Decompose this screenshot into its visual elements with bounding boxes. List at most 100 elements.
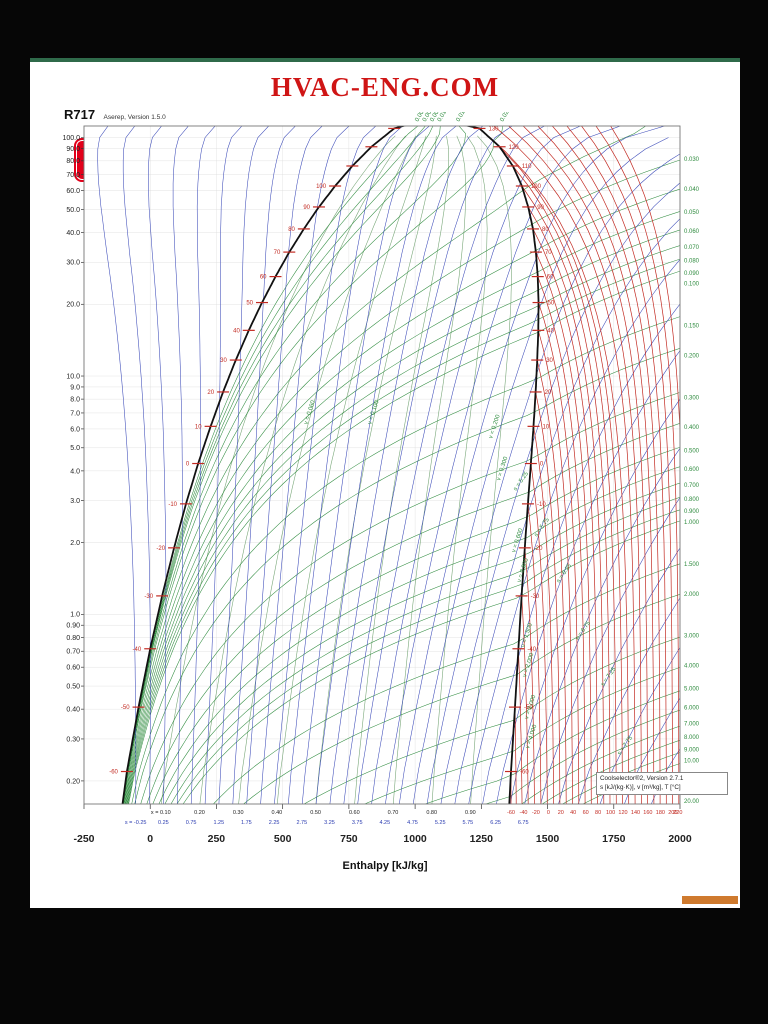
svg-text:80: 80	[542, 227, 549, 233]
svg-text:90: 90	[537, 205, 544, 211]
svg-text:2.000: 2.000	[684, 592, 700, 598]
svg-text:2.25: 2.25	[269, 820, 280, 826]
svg-text:0.070: 0.070	[684, 245, 700, 251]
svg-text:9.000: 9.000	[684, 747, 700, 753]
svg-text:0.60: 0.60	[66, 665, 80, 672]
svg-text:70.0: 70.0	[66, 172, 80, 179]
svg-text:0.75: 0.75	[186, 820, 197, 826]
svg-text:10: 10	[195, 424, 202, 430]
svg-text:0: 0	[547, 810, 550, 816]
svg-text:x = 0.10: x = 0.10	[151, 810, 171, 816]
svg-text:2.0: 2.0	[70, 540, 80, 547]
svg-text:0.20: 0.20	[66, 778, 80, 785]
svg-text:1750: 1750	[602, 833, 626, 845]
saturation-dome	[121, 126, 540, 804]
svg-text:0.70: 0.70	[388, 810, 399, 816]
svg-text:0.80: 0.80	[426, 810, 437, 816]
svg-text:250: 250	[208, 833, 226, 845]
svg-text:0.90: 0.90	[66, 623, 80, 630]
svg-text:0.80: 0.80	[66, 635, 80, 642]
svg-text:30: 30	[546, 358, 553, 364]
svg-text:30.0: 30.0	[66, 260, 80, 267]
svg-text:100: 100	[606, 810, 615, 816]
svg-text:0.050: 0.050	[684, 210, 700, 216]
ph-diagram: -60-50-40-30-20-100102030405060708090100…	[62, 106, 700, 845]
svg-text:40: 40	[570, 810, 576, 816]
svg-text:500: 500	[274, 833, 292, 845]
svg-text:0.030: 0.030	[684, 157, 700, 163]
svg-text:6.75: 6.75	[518, 820, 529, 826]
svg-text:20: 20	[545, 390, 552, 396]
svg-text:5.000: 5.000	[684, 687, 700, 693]
legend-line-2: s [kJ/(kg·K)], v [m³/kg], T [°C]	[600, 783, 681, 791]
svg-text:5.25: 5.25	[435, 820, 446, 826]
svg-text:50.0: 50.0	[66, 207, 80, 214]
page-corner-mark	[682, 896, 738, 904]
svg-text:6.0: 6.0	[70, 426, 80, 433]
isochores	[122, 126, 680, 804]
svg-text:2.75: 2.75	[296, 820, 307, 826]
svg-text:180: 180	[656, 810, 665, 816]
svg-text:140: 140	[631, 810, 640, 816]
svg-text:10.0: 10.0	[66, 373, 80, 380]
svg-text:0.020: 0.020	[499, 112, 512, 123]
svg-text:80: 80	[595, 810, 601, 816]
svg-text:60: 60	[547, 275, 554, 281]
svg-text:100: 100	[531, 184, 542, 190]
svg-text:-40: -40	[520, 810, 528, 816]
svg-text:8.000: 8.000	[684, 735, 700, 741]
svg-text:130: 130	[489, 126, 500, 132]
svg-text:7.0: 7.0	[70, 410, 80, 417]
svg-text:-10: -10	[537, 502, 546, 508]
chart-header: R717 Aserep, Version 1.5.0	[64, 106, 166, 124]
svg-text:70: 70	[274, 250, 281, 256]
svg-text:-40: -40	[133, 647, 142, 653]
svg-text:0.25: 0.25	[158, 820, 169, 826]
svg-text:1.25: 1.25	[213, 820, 224, 826]
svg-text:0.600: 0.600	[684, 467, 700, 473]
svg-text:-60: -60	[520, 770, 529, 776]
svg-text:0.50: 0.50	[66, 684, 80, 691]
svg-text:20: 20	[207, 390, 214, 396]
plot-border	[83, 125, 681, 805]
svg-text:10.00: 10.00	[684, 758, 700, 764]
svg-text:-40: -40	[527, 647, 536, 653]
svg-text:0.60: 0.60	[349, 810, 360, 816]
svg-text:60.0: 60.0	[66, 188, 80, 195]
svg-text:-250: -250	[73, 833, 94, 845]
svg-text:1500: 1500	[536, 833, 560, 845]
svg-text:750: 750	[340, 833, 358, 845]
svg-text:8.0: 8.0	[70, 397, 80, 404]
svg-text:50: 50	[548, 301, 555, 307]
svg-text:0.50: 0.50	[310, 810, 321, 816]
isotherms	[479, 126, 680, 804]
svg-text:-30: -30	[144, 594, 153, 600]
svg-text:40: 40	[547, 328, 554, 334]
svg-text:3.25: 3.25	[324, 820, 335, 826]
svg-text:0.300: 0.300	[684, 395, 700, 401]
svg-text:s = -0.25: s = -0.25	[125, 820, 147, 826]
dome-temp-labels: -60-50-40-30-20-100102030405060708090100…	[109, 126, 555, 775]
svg-text:1.75: 1.75	[241, 820, 252, 826]
svg-text:-20: -20	[156, 546, 165, 552]
svg-text:-10: -10	[168, 502, 177, 508]
svg-text:0.20: 0.20	[194, 810, 205, 816]
svg-text:100.0: 100.0	[62, 135, 80, 142]
svg-text:6.000: 6.000	[684, 706, 700, 712]
svg-text:0.060: 0.060	[684, 229, 700, 235]
svg-text:110: 110	[522, 164, 532, 170]
svg-text:0.700: 0.700	[684, 483, 700, 489]
svg-text:0.40: 0.40	[272, 810, 283, 816]
svg-text:3.75: 3.75	[352, 820, 363, 826]
svg-text:90: 90	[303, 205, 310, 211]
svg-text:120: 120	[509, 145, 520, 151]
svg-text:80.0: 80.0	[66, 158, 80, 165]
svg-text:4.0: 4.0	[70, 468, 80, 475]
dome-temp-ticks	[120, 127, 545, 773]
svg-text:1.000: 1.000	[684, 520, 700, 526]
svg-text:0.90: 0.90	[465, 810, 476, 816]
svg-text:1.0: 1.0	[70, 612, 80, 619]
svg-text:0: 0	[147, 833, 153, 845]
svg-text:40.0: 40.0	[66, 230, 80, 237]
